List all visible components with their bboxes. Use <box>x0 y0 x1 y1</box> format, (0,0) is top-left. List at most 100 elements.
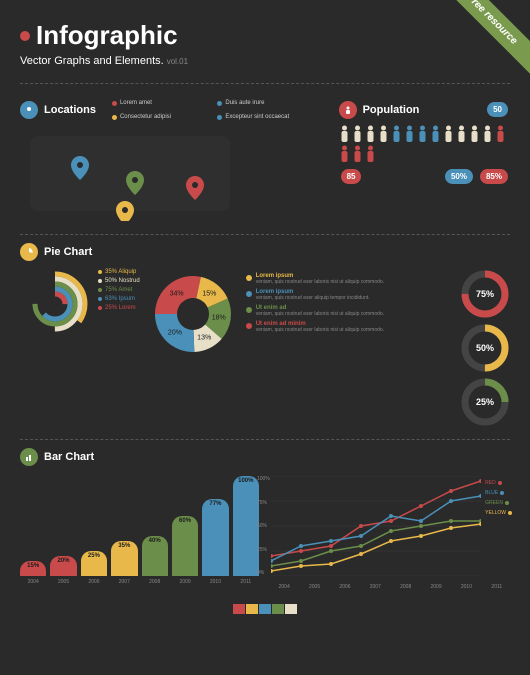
donut-gauge: 75% <box>460 269 510 319</box>
line-chart: 100%75%50%25%0% 200420052006200720082009… <box>271 476 510 590</box>
x-label: 2006 <box>81 579 107 585</box>
callout: Ut enim ad minimveniam, quis nostrud ese… <box>246 321 452 333</box>
person-icon <box>456 125 467 143</box>
x-label: 2011 <box>484 584 510 590</box>
bar-icon <box>20 448 38 466</box>
map-pin-icon <box>116 201 134 221</box>
person-icon <box>365 145 376 163</box>
y-label: 100% <box>257 476 270 482</box>
svg-text:18%: 18% <box>211 315 225 322</box>
locations-title: Locations <box>44 104 96 116</box>
x-label: 2005 <box>50 579 76 585</box>
x-label: 2009 <box>423 584 449 590</box>
y-label: 0% <box>257 570 270 576</box>
bar: 25% <box>81 551 107 576</box>
bar: 35% <box>111 541 137 576</box>
svg-text:34%: 34% <box>169 291 183 298</box>
x-label: 2005 <box>301 584 327 590</box>
piechart-title: Pie Chart <box>44 246 92 258</box>
x-label: 2007 <box>111 579 137 585</box>
svg-text:13%: 13% <box>197 334 211 341</box>
x-label: 2004 <box>20 579 46 585</box>
swatch <box>246 604 258 614</box>
person-icon <box>339 145 350 163</box>
barchart-title: Bar Chart <box>44 451 94 463</box>
segmented-pie: 34% 15% 18% 13% 20% <box>148 269 238 359</box>
color-palette <box>20 604 510 614</box>
person-icon <box>404 125 415 143</box>
person-icon <box>339 125 350 143</box>
swatch <box>233 604 245 614</box>
badge-85: 85 <box>341 169 362 184</box>
swatch <box>259 604 271 614</box>
x-label: 2011 <box>233 579 259 585</box>
bar: 77% <box>202 499 228 576</box>
bar: 100% <box>233 476 259 576</box>
pop-tag: 50% <box>445 169 473 184</box>
donut-gauge: 25% <box>460 377 510 427</box>
x-label: 2007 <box>362 584 388 590</box>
x-label: 2006 <box>332 584 358 590</box>
location-item: Duis aute irure <box>217 100 314 106</box>
x-label: 2010 <box>453 584 479 590</box>
callout: Lorem ipsumveniam, quis nostrud eser lab… <box>246 273 452 285</box>
legend-item: GREEN <box>485 500 512 506</box>
person-icon <box>469 125 480 143</box>
location-item: Excepteur sint occaecat <box>217 114 314 120</box>
location-item: Consectetur adipisi <box>112 114 209 120</box>
x-label: 2009 <box>172 579 198 585</box>
legend-item: 50% Nostrud <box>98 278 140 284</box>
y-label: 25% <box>257 547 270 553</box>
person-icon <box>365 125 376 143</box>
world-map <box>20 126 250 221</box>
legend-item: 75% Amet <box>98 287 140 293</box>
bar: 60% <box>172 516 198 576</box>
pin-icon <box>20 101 38 119</box>
legend-item: RED <box>485 480 512 486</box>
bar: 15% <box>20 561 46 576</box>
pie-icon <box>20 243 38 261</box>
person-icon <box>482 125 493 143</box>
title-dot <box>20 31 30 41</box>
population-section: Population 50 85 50% 85% <box>339 92 510 226</box>
legend-item: 63% Ipsum <box>98 296 140 302</box>
legend-item: 25% Lorem <box>98 305 140 311</box>
legend-item: YELLOW <box>485 510 512 516</box>
legend-item: BLUE <box>485 490 512 496</box>
svg-text:15%: 15% <box>202 291 216 298</box>
vol-label: vol.01 <box>167 57 188 66</box>
person-icon <box>391 125 402 143</box>
concentric-pie: 35% Aliquip 50% Nostrud 75% Amet 63% Ipsum 2… <box>20 269 140 427</box>
y-label: 50% <box>257 523 270 529</box>
divider <box>20 83 510 84</box>
person-icon <box>443 125 454 143</box>
pop-tag: 85% <box>480 169 508 184</box>
page-title: Infographic <box>36 20 178 51</box>
badge-50: 50 <box>487 102 508 117</box>
person-icon <box>430 125 441 143</box>
x-label: 2010 <box>202 579 228 585</box>
callout: Ut enim adveniam, quis nostrud eser labo… <box>246 305 452 317</box>
x-label: 2004 <box>271 584 297 590</box>
line-series <box>271 524 481 571</box>
locations-section: Locations Lorem amet Duis aute irure Conse… <box>20 92 329 226</box>
person-icon <box>495 125 506 143</box>
x-label: 2008 <box>393 584 419 590</box>
bar-chart: 15%20%25%35%40%60%77%100% 20042005200620… <box>20 476 259 590</box>
svg-text:20%: 20% <box>168 330 182 337</box>
location-item: Lorem amet <box>112 100 209 106</box>
swatch <box>272 604 284 614</box>
x-label: 2008 <box>142 579 168 585</box>
person-icon <box>417 125 428 143</box>
subtitle: Vector Graphs and Elements. <box>20 55 164 67</box>
person-icon <box>352 145 363 163</box>
person-icon <box>339 101 357 119</box>
donut-gauge: 50% <box>460 323 510 373</box>
person-icon <box>378 125 389 143</box>
legend-item: 35% Aliquip <box>98 269 140 275</box>
population-title: Population <box>363 104 420 116</box>
person-icon <box>352 125 363 143</box>
header: Infographic Vector Graphs and Elements. … <box>0 0 530 75</box>
bar: 40% <box>142 536 168 576</box>
callout: Lorem ipsumveniam, quis nostrud eser ali… <box>246 289 452 301</box>
